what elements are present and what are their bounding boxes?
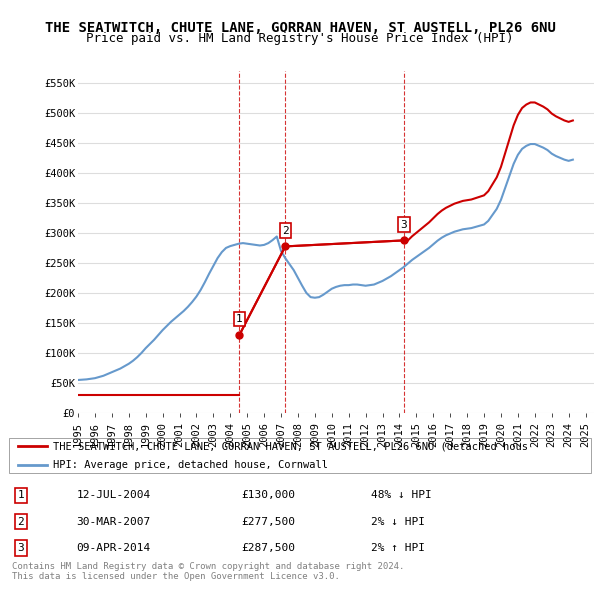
Text: HPI: Average price, detached house, Cornwall: HPI: Average price, detached house, Corn…	[53, 460, 328, 470]
Text: THE SEATWITCH, CHUTE LANE, GORRAN HAVEN, ST AUSTELL, PL26 6NU: THE SEATWITCH, CHUTE LANE, GORRAN HAVEN,…	[44, 21, 556, 35]
Text: 48% ↓ HPI: 48% ↓ HPI	[371, 490, 431, 500]
Text: 2% ↑ HPI: 2% ↑ HPI	[371, 543, 425, 553]
Text: 3: 3	[17, 543, 24, 553]
Text: £287,500: £287,500	[241, 543, 295, 553]
Text: Contains HM Land Registry data © Crown copyright and database right 2024.
This d: Contains HM Land Registry data © Crown c…	[12, 562, 404, 581]
Text: 3: 3	[401, 219, 407, 230]
Text: 09-APR-2014: 09-APR-2014	[77, 543, 151, 553]
Text: 2: 2	[282, 225, 289, 235]
Text: 2: 2	[17, 517, 24, 527]
Text: 2% ↓ HPI: 2% ↓ HPI	[371, 517, 425, 527]
Text: 12-JUL-2004: 12-JUL-2004	[77, 490, 151, 500]
Text: Price paid vs. HM Land Registry's House Price Index (HPI): Price paid vs. HM Land Registry's House …	[86, 32, 514, 45]
Text: 1: 1	[17, 490, 24, 500]
Text: 30-MAR-2007: 30-MAR-2007	[77, 517, 151, 527]
Text: 1: 1	[236, 314, 243, 324]
Text: £277,500: £277,500	[241, 517, 295, 527]
Text: THE SEATWITCH, CHUTE LANE, GORRAN HAVEN, ST AUSTELL, PL26 6NU (detached hous: THE SEATWITCH, CHUTE LANE, GORRAN HAVEN,…	[53, 441, 528, 451]
Text: £130,000: £130,000	[241, 490, 295, 500]
